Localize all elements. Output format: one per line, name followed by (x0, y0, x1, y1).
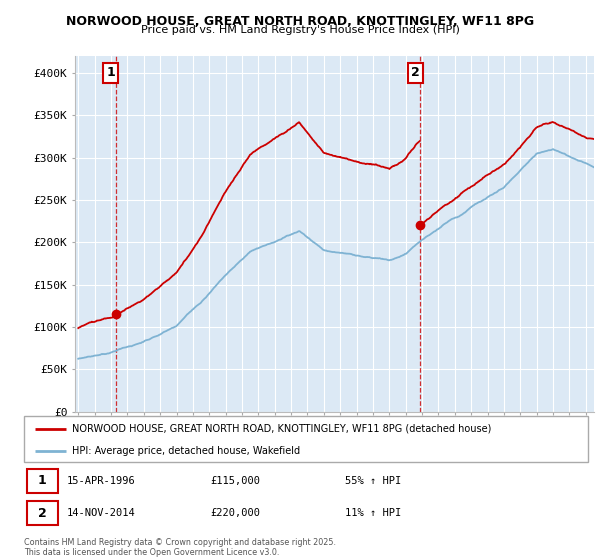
Text: 55% ↑ HPI: 55% ↑ HPI (346, 476, 402, 486)
Text: NORWOOD HOUSE, GREAT NORTH ROAD, KNOTTINGLEY, WF11 8PG: NORWOOD HOUSE, GREAT NORTH ROAD, KNOTTIN… (66, 15, 534, 27)
Text: £220,000: £220,000 (210, 508, 260, 518)
FancyBboxPatch shape (27, 501, 58, 525)
Text: 15-APR-1996: 15-APR-1996 (66, 476, 135, 486)
FancyBboxPatch shape (24, 416, 588, 462)
Text: 14-NOV-2014: 14-NOV-2014 (66, 508, 135, 518)
Text: NORWOOD HOUSE, GREAT NORTH ROAD, KNOTTINGLEY, WF11 8PG (detached house): NORWOOD HOUSE, GREAT NORTH ROAD, KNOTTIN… (72, 424, 491, 434)
Text: 1: 1 (38, 474, 46, 487)
FancyBboxPatch shape (27, 469, 58, 493)
Text: 2: 2 (410, 67, 419, 80)
Text: HPI: Average price, detached house, Wakefield: HPI: Average price, detached house, Wake… (72, 446, 300, 455)
Text: 1: 1 (106, 67, 115, 80)
Text: Price paid vs. HM Land Registry's House Price Index (HPI): Price paid vs. HM Land Registry's House … (140, 25, 460, 35)
Text: £115,000: £115,000 (210, 476, 260, 486)
Text: 11% ↑ HPI: 11% ↑ HPI (346, 508, 402, 518)
Text: 2: 2 (38, 507, 46, 520)
Text: Contains HM Land Registry data © Crown copyright and database right 2025.
This d: Contains HM Land Registry data © Crown c… (24, 538, 336, 557)
